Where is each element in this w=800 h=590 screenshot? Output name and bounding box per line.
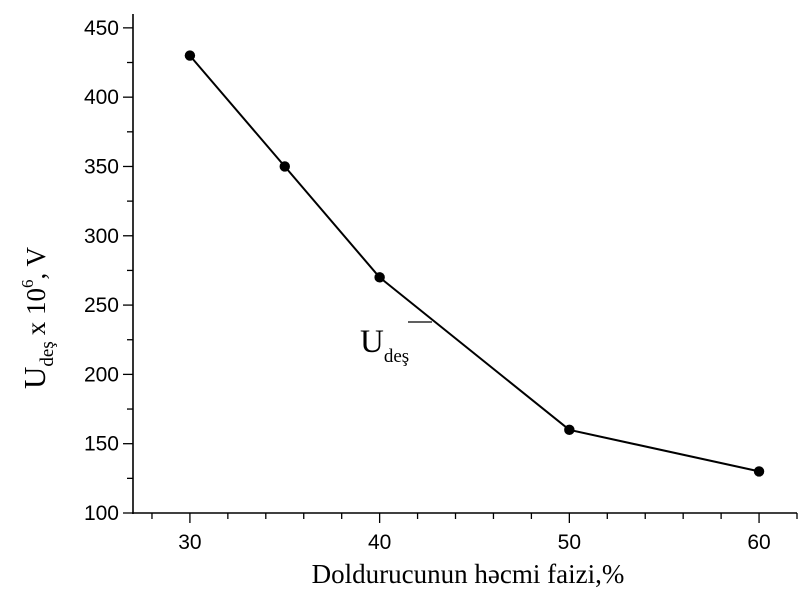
x-tick-label: 40 [368, 531, 391, 554]
y-axis-title-sub: deş [37, 341, 58, 366]
y-axis-title-main: U [17, 367, 52, 389]
y-tick-label: 300 [84, 225, 119, 248]
data-point [564, 424, 575, 436]
y-axis-title-unit: , V [21, 247, 51, 280]
ticks: 100 150 200 250 300 350 400 450 30 40 50 60 [84, 17, 798, 554]
series-line [189, 54, 760, 473]
series-annotation-main: U [360, 324, 384, 360]
x-axis-title: Doldurucunun həcmi faizi,% [312, 559, 625, 589]
x-tick-label: 30 [178, 531, 201, 554]
y-axis-title-exp: 6 [18, 280, 37, 289]
data-point [279, 161, 290, 172]
data-point [374, 272, 385, 283]
data-point [184, 50, 196, 61]
series-annotation: Udeş [360, 324, 409, 367]
y-tick-label: 150 [84, 433, 119, 456]
y-tick-label: 200 [84, 363, 119, 386]
axes [132, 14, 797, 514]
y-tick-label: 250 [84, 294, 119, 317]
y-tick-label: 450 [84, 17, 119, 40]
series-annotation-sub: deş [384, 346, 409, 367]
data-point [753, 466, 765, 477]
x-tick-label: 60 [747, 531, 770, 554]
y-tick-label: 400 [84, 86, 119, 109]
y-axis-title-mult: x 10 [21, 288, 51, 335]
series [184, 50, 765, 477]
y-axis-title: Udeş x 106, V [17, 247, 58, 389]
x-tick-label: 50 [558, 531, 581, 554]
y-tick-label: 100 [84, 502, 119, 525]
y-tick-label: 350 [84, 155, 119, 178]
